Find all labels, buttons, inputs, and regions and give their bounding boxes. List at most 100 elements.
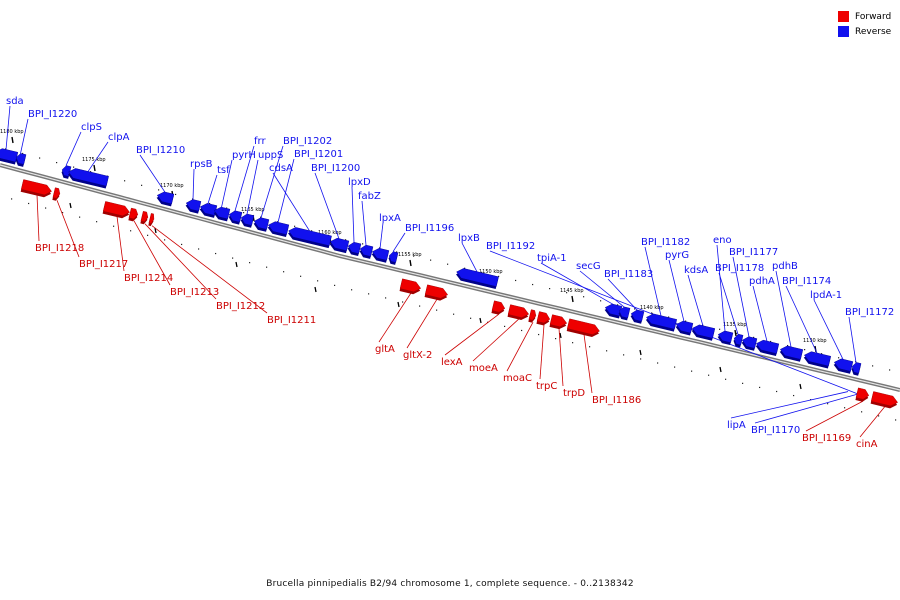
gene-arrow-BPI_I1213[interactable] (128, 207, 139, 222)
gene-arrow-BPI_I1212[interactable] (140, 211, 149, 225)
gene-arrow-frr[interactable] (227, 210, 243, 225)
gene-arrow-BPI_I1201[interactable] (267, 220, 290, 238)
gene-label-lpxB[interactable]: lpxB (458, 233, 480, 244)
gene-label-lpdA-1[interactable]: lpdA-1 (810, 290, 842, 301)
gene-label-lpxA[interactable]: lpxA (379, 213, 401, 224)
gene-arrow-uppS[interactable] (239, 213, 255, 228)
gene-label-tsf[interactable]: tsf (217, 165, 230, 176)
gene-label-cinA[interactable]: cinA (856, 439, 878, 450)
gene-arrow-pyrG[interactable] (674, 320, 694, 336)
gene-arrow-tpiA-1[interactable] (603, 303, 623, 319)
gene-label-gltA[interactable]: gltA (375, 344, 395, 355)
gene-arrow-BPI_I1183[interactable] (629, 309, 645, 324)
gene-arrow-kdsA[interactable] (691, 323, 716, 341)
gene-label-BPI_I1192[interactable]: BPI_I1192 (486, 241, 535, 252)
gene-arrow-cdsA[interactable] (287, 226, 332, 249)
gene-label-trpD[interactable]: trpD (563, 388, 585, 399)
gene-label-BPI_I1178[interactable]: BPI_I1178 (715, 263, 764, 274)
gene-arrow-pyrH[interactable] (212, 206, 231, 222)
gene-label-rpsB[interactable]: rpsB (190, 159, 213, 170)
gene-label-BPI_I1218[interactable]: BPI_I1218 (35, 243, 84, 254)
gene-arrow-fabZ[interactable] (358, 244, 374, 259)
gene-arrow-BPI_I1211[interactable] (148, 213, 155, 227)
gene-arrow-sda[interactable] (0, 147, 19, 165)
gene-arrow-BPI_I1220[interactable] (14, 153, 27, 167)
gene-arrow-clpA[interactable] (67, 167, 109, 189)
gene-label-pdhA[interactable]: pdhA (749, 276, 775, 287)
gene-label-tpiA-1[interactable]: tpiA-1 (537, 253, 567, 264)
gene-arrow-trpD[interactable] (549, 314, 568, 331)
gene-arrow-pdhB[interactable] (779, 344, 804, 362)
gene-label-cdsA[interactable]: cdsA (269, 163, 293, 174)
gene-arrow-trpC[interactable] (536, 311, 551, 327)
gene-label-BPI_I1170[interactable]: BPI_I1170 (751, 425, 800, 436)
gene-arrow-BPI_I1210[interactable] (155, 190, 175, 207)
gene-arrow-pdhA[interactable] (755, 339, 780, 357)
gene-label-BPI_I1186[interactable]: BPI_I1186 (592, 395, 641, 406)
gene-label-kdsA[interactable]: kdsA (684, 265, 708, 276)
gene-label-BPI_I1217[interactable]: BPI_I1217 (79, 259, 128, 270)
gene-label-BPI_I1200[interactable]: BPI_I1200 (311, 163, 360, 174)
gene-arrow-tsf[interactable] (198, 202, 218, 218)
gene-arrow-BPI_I1217[interactable] (52, 187, 61, 202)
gene-arrow-cinA[interactable] (870, 391, 899, 410)
gene-arrow-BPI_I1177[interactable] (740, 335, 758, 351)
gene-arrow-BPI_I1174[interactable] (803, 350, 832, 369)
gene-label-lexA[interactable]: lexA (441, 357, 463, 368)
gene-label-lpxD[interactable]: lpxD (348, 177, 371, 188)
gene-label-secG[interactable]: secG (576, 261, 601, 272)
gene-label-BPI_I1169[interactable]: BPI_I1169 (802, 433, 851, 444)
gene-label-BPI_I1183[interactable]: BPI_I1183 (604, 269, 653, 280)
gene-arrow-rpsB[interactable] (184, 198, 202, 214)
gene-arrow-BPI_I1202[interactable] (252, 216, 270, 232)
gene-arrow-BPI_I1182[interactable] (645, 312, 677, 332)
gene-label-pyrG[interactable]: pyrG (665, 250, 689, 261)
gene-label-BPI_I1220[interactable]: BPI_I1220 (28, 109, 77, 120)
gene-arrow-moeA[interactable] (507, 304, 530, 322)
gene-arrow-BPI_I1218[interactable] (20, 179, 53, 199)
gene-label-BPI_I1213[interactable]: BPI_I1213 (170, 287, 219, 298)
gene-arrow-moaC[interactable] (528, 309, 537, 324)
gene-label-pdhB[interactable]: pdhB (772, 261, 798, 272)
gene-arrow-secG[interactable] (617, 306, 631, 321)
gene-label-BPI_I1210[interactable]: BPI_I1210 (136, 145, 185, 156)
gene-arrow-BPI_I1214[interactable] (102, 201, 131, 219)
gene-label-BPI_I1174[interactable]: BPI_I1174 (782, 276, 831, 287)
gene-arrow-lpxD[interactable] (346, 241, 362, 257)
gene-arrow-lpxB[interactable] (455, 267, 499, 289)
gene-arrow-BPI_I1178[interactable] (732, 333, 744, 348)
gene-arrow-lpxA[interactable] (370, 247, 390, 263)
gene-label-moeA[interactable]: moeA (469, 363, 498, 374)
gene-label-BPI_I1177[interactable]: BPI_I1177 (729, 247, 778, 258)
gene-label-pyrH[interactable]: pyrH (232, 150, 256, 161)
gene-arrow-BPI_I1169[interactable] (855, 387, 870, 403)
gene-label-BPI_I1202[interactable]: BPI_I1202 (283, 136, 332, 147)
gene-label-fabZ[interactable]: fabZ (358, 191, 381, 202)
gene-arrow-lexA[interactable] (491, 300, 506, 316)
gene-label-BPI_I1212[interactable]: BPI_I1212 (216, 301, 265, 312)
gene-label-clpA[interactable]: clpA (108, 132, 130, 143)
gene-arrow-eno[interactable] (716, 330, 734, 346)
gene-label-uppS[interactable]: uppS (258, 150, 283, 161)
gene-arrow-BPI_I1186[interactable] (566, 318, 601, 339)
gene-label-trpC[interactable]: trpC (536, 381, 557, 392)
gene-arrow-clpS[interactable] (60, 165, 72, 179)
gene-label-lipA[interactable]: lipA (727, 420, 746, 431)
gene-label-moaC[interactable]: moaC (503, 373, 532, 384)
gene-arrow-BPI_I1196[interactable] (387, 251, 399, 265)
gene-label-sda[interactable]: sda (6, 96, 24, 107)
gene-label-BPI_I1201[interactable]: BPI_I1201 (294, 149, 343, 160)
gene-label-BPI_I1196[interactable]: BPI_I1196 (405, 223, 454, 234)
gene-label-BPI_I1172[interactable]: BPI_I1172 (845, 307, 894, 318)
gene-label-frr[interactable]: frr (254, 136, 266, 147)
gene-label-clpS[interactable]: clpS (81, 122, 102, 133)
gene-label-gltX-2[interactable]: gltX-2 (403, 350, 432, 361)
gene-label-BPI_I1211[interactable]: BPI_I1211 (267, 315, 316, 326)
gene-arrow-lpdA-1[interactable] (833, 357, 854, 374)
gene-label-BPI_I1214[interactable]: BPI_I1214 (124, 273, 173, 284)
gene-label-BPI_I1182[interactable]: BPI_I1182 (641, 237, 690, 248)
gene-label-eno[interactable]: eno (713, 235, 732, 246)
gene-arrow-gltA[interactable] (399, 278, 422, 296)
gene-arrow-BPI_I1172[interactable] (850, 362, 862, 376)
gene-arrow-BPI_I1200[interactable] (329, 237, 350, 254)
